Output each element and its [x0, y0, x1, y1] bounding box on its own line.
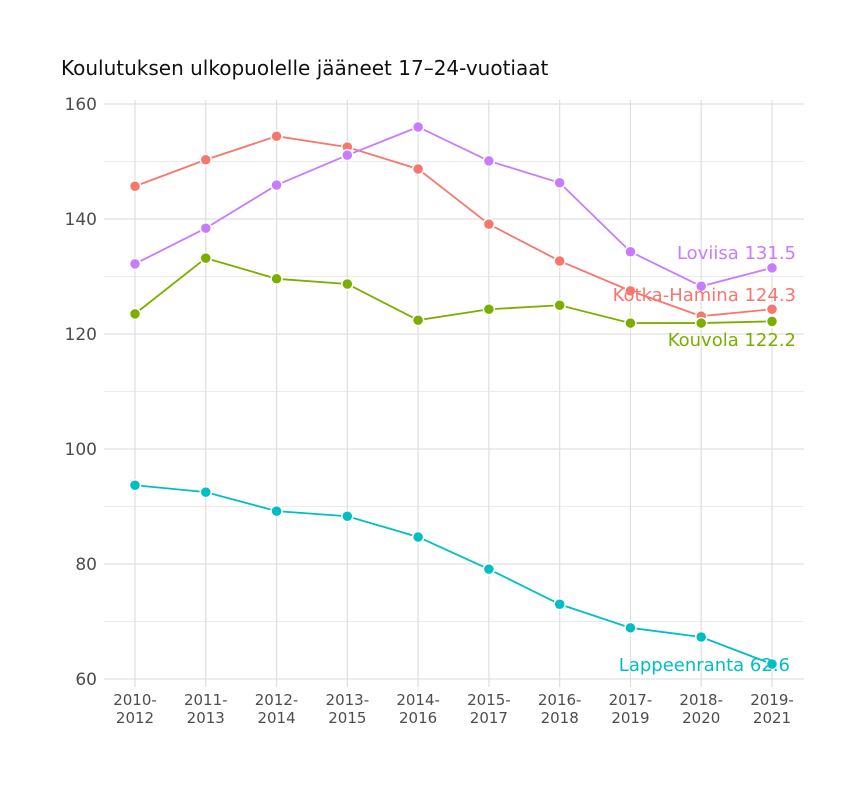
- data-point: [553, 176, 566, 190]
- data-point: [482, 154, 496, 168]
- data-point: [199, 485, 213, 499]
- y-tick-label: 120: [65, 325, 97, 345]
- data-point: [341, 148, 354, 162]
- data-point: [624, 284, 637, 298]
- end-label: Loviisa 131.5: [677, 243, 796, 264]
- data-point: [270, 129, 283, 143]
- x-tick-label: 2010-2012: [113, 691, 157, 727]
- series-line-lappeenranta: [134, 484, 773, 665]
- y-tick-label: 140: [65, 210, 97, 230]
- x-tick-label: 2015-2017: [467, 691, 511, 727]
- y-tick-label: 60: [75, 670, 97, 690]
- data-point: [270, 272, 283, 286]
- data-point: [694, 630, 708, 644]
- data-point: [482, 562, 496, 576]
- data-point: [482, 217, 496, 231]
- data-point: [199, 251, 213, 265]
- data-point: [199, 153, 213, 167]
- y-tick-label: 100: [65, 440, 97, 460]
- series-line-kouvola: [134, 257, 773, 324]
- data-point: [624, 316, 637, 330]
- data-point: [765, 315, 779, 328]
- end-label: Kotka-Hamina 124.3: [613, 285, 796, 306]
- x-tick-label: 2012-2014: [255, 691, 299, 727]
- data-point: [128, 179, 142, 193]
- data-point: [624, 621, 637, 635]
- data-point: [411, 530, 425, 544]
- data-point: [199, 221, 213, 235]
- data-point: [270, 178, 283, 192]
- data-point: [341, 277, 354, 291]
- data-point: [624, 245, 637, 259]
- data-point: [694, 316, 708, 330]
- x-tick-label: 2014-2016: [396, 691, 440, 727]
- x-tick-label: 2017-2019: [609, 691, 653, 727]
- data-point: [553, 299, 566, 312]
- x-tick-label: 2011-2013: [184, 691, 228, 727]
- series-line-kotka-hamina: [134, 135, 773, 318]
- data-point: [694, 280, 708, 293]
- data-point: [482, 303, 496, 316]
- data-point: [411, 162, 425, 176]
- series-line-loviisa: [134, 126, 773, 288]
- data-point: [128, 478, 142, 492]
- data-point: [128, 257, 142, 271]
- data-point: [765, 657, 779, 671]
- end-label: Lappeenranta 62.6: [619, 655, 790, 676]
- x-tick-label: 2016-2018: [538, 691, 582, 727]
- data-point: [765, 261, 779, 275]
- data-point: [128, 307, 142, 321]
- data-point: [411, 313, 425, 327]
- data-point: [341, 510, 354, 523]
- y-tick-label: 80: [75, 555, 97, 575]
- end-label: Kouvola 122.2: [668, 330, 796, 351]
- chart-title: Koulutuksen ulkopuolelle jääneet 17–24-v…: [61, 56, 549, 80]
- x-tick-label: 2018-2020: [679, 691, 723, 727]
- y-tick-label: 160: [65, 95, 97, 115]
- data-point: [553, 598, 566, 611]
- data-point: [270, 504, 283, 518]
- data-point: [553, 254, 566, 268]
- x-tick-label: 2013-2015: [326, 691, 370, 727]
- data-point: [765, 303, 779, 316]
- data-point: [411, 120, 425, 134]
- x-tick-label: 2019-2021: [750, 691, 794, 727]
